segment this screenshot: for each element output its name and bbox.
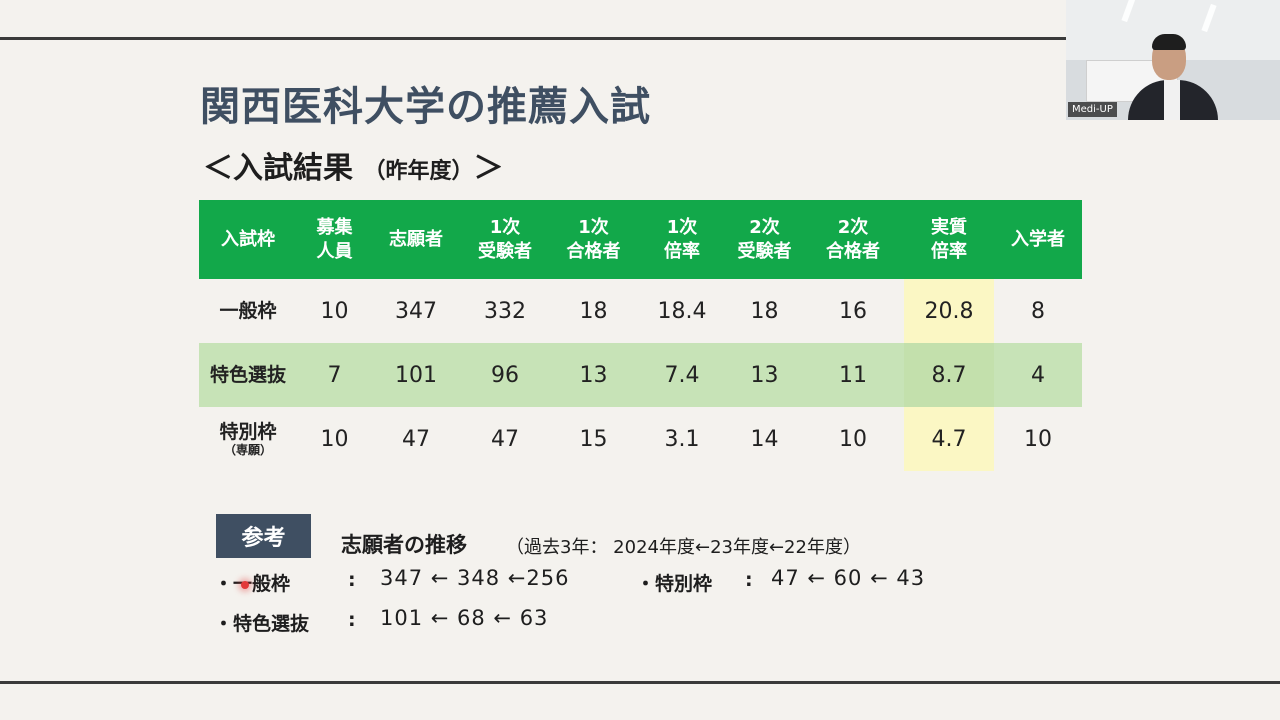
table-cell: 10	[1024, 426, 1052, 452]
header-cell: 1次 合格者	[566, 216, 621, 262]
highlight-cell: 20.8	[904, 279, 994, 343]
subtitle-small: （昨年度）	[363, 159, 474, 184]
table-cell: 7	[327, 362, 342, 388]
header-cell: 実質 倍率	[931, 216, 967, 262]
row-label: 一般枠	[199, 279, 297, 343]
table-cell: 7.4	[664, 362, 700, 388]
colon: :	[348, 609, 356, 631]
header-cell: 2次 受験者	[737, 216, 792, 262]
participant-video[interactable]: Medi-UP	[1066, 0, 1280, 120]
table-row: 特色選抜 7 101 96 13 7.4 13 11 8.7 4	[199, 343, 1082, 407]
row-label-text: 特色選抜	[209, 363, 286, 386]
trend-item-values: 101 ← 68 ← 63	[380, 606, 549, 630]
trend-note: （過去3年： 2024年度←23年度←22年度）	[506, 537, 861, 558]
trend-item-values: 347 ← 348 ←256	[380, 566, 570, 590]
colon: :	[745, 569, 753, 591]
participant-name: Medi-UP	[1068, 102, 1117, 117]
highlight-cell: 4.7	[904, 407, 994, 471]
table-cell: 18	[579, 298, 608, 324]
trend-item-label: ・特色選抜	[214, 613, 310, 635]
table-cell: 13	[579, 362, 608, 388]
table-cell: 347	[395, 298, 437, 324]
slide-title: 関西医科大学の推薦入試	[200, 84, 651, 130]
table-cell: 18	[750, 298, 779, 324]
results-table: 入試枠 募集 人員 志願者 1次 受験者 1次 合格者 1次 倍率 2次 受験者…	[199, 200, 1082, 471]
header-cell: 入学者	[1011, 228, 1065, 250]
table-cell: 10	[839, 426, 867, 452]
table-cell: 47	[402, 426, 430, 452]
row-label-text: 特別枠	[219, 420, 277, 443]
top-rule	[0, 37, 1068, 40]
trend-title: 志願者の推移	[341, 533, 467, 557]
table-cell: 8	[1031, 298, 1045, 324]
header-cell: 入試枠	[221, 228, 275, 250]
row-label: 特別枠 （専願）	[199, 407, 297, 471]
highlight-cell: 8.7	[904, 343, 994, 407]
table-row: 特別枠 （専願） 10 47 47 15 3.1 14 10 4.7 10	[199, 407, 1082, 471]
table-cell: 14	[750, 426, 779, 452]
colon: :	[348, 569, 356, 591]
row-label-sub: （専願）	[223, 442, 272, 457]
person-shirt	[1164, 80, 1180, 120]
table-cell: 4	[1031, 362, 1045, 388]
subtitle-main: ＜入試結果	[203, 151, 353, 186]
table-cell: 10	[320, 426, 349, 452]
table-cell: 16	[839, 298, 867, 324]
table-cell: 15	[579, 426, 608, 452]
row-label-text: 一般枠	[219, 299, 277, 322]
bottom-rule	[0, 681, 1280, 684]
table-cell: 11	[839, 362, 867, 388]
table-row: 一般枠 10 347 332 18 18.4 18 16 20.8 8	[199, 279, 1082, 343]
table-cell: 3.1	[664, 426, 700, 452]
slide-subtitle: ＜入試結果 （昨年度）＞	[203, 143, 503, 187]
trend-item-label: ・特別枠	[636, 573, 713, 595]
table-cell: 47	[491, 426, 519, 452]
reference-badge: 参考	[216, 514, 311, 558]
trend-item-values: 47 ← 60 ← 43	[771, 566, 926, 590]
pointer-cursor	[241, 581, 249, 589]
header-cell: 2次 合格者	[826, 216, 880, 262]
table-cell: 10	[320, 298, 349, 324]
table-cell: 101	[395, 362, 437, 388]
header-cell: 募集 人員	[316, 216, 353, 262]
table-header: 入試枠 募集 人員 志願者 1次 受験者 1次 合格者 1次 倍率 2次 受験者…	[199, 200, 1082, 279]
person-hair	[1152, 34, 1186, 50]
header-cell: 1次 倍率	[664, 216, 700, 262]
row-label: 特色選抜	[199, 343, 297, 407]
trend-item-label: ・一般枠	[214, 573, 291, 595]
table-cell: 13	[750, 362, 779, 388]
table-cell: 18.4	[657, 298, 707, 324]
subtitle-end: ＞	[473, 151, 504, 186]
table-cell: 96	[491, 362, 519, 388]
header-cell: 1次 受験者	[478, 216, 532, 262]
table-cell: 332	[484, 298, 526, 324]
header-cell: 志願者	[389, 228, 443, 250]
